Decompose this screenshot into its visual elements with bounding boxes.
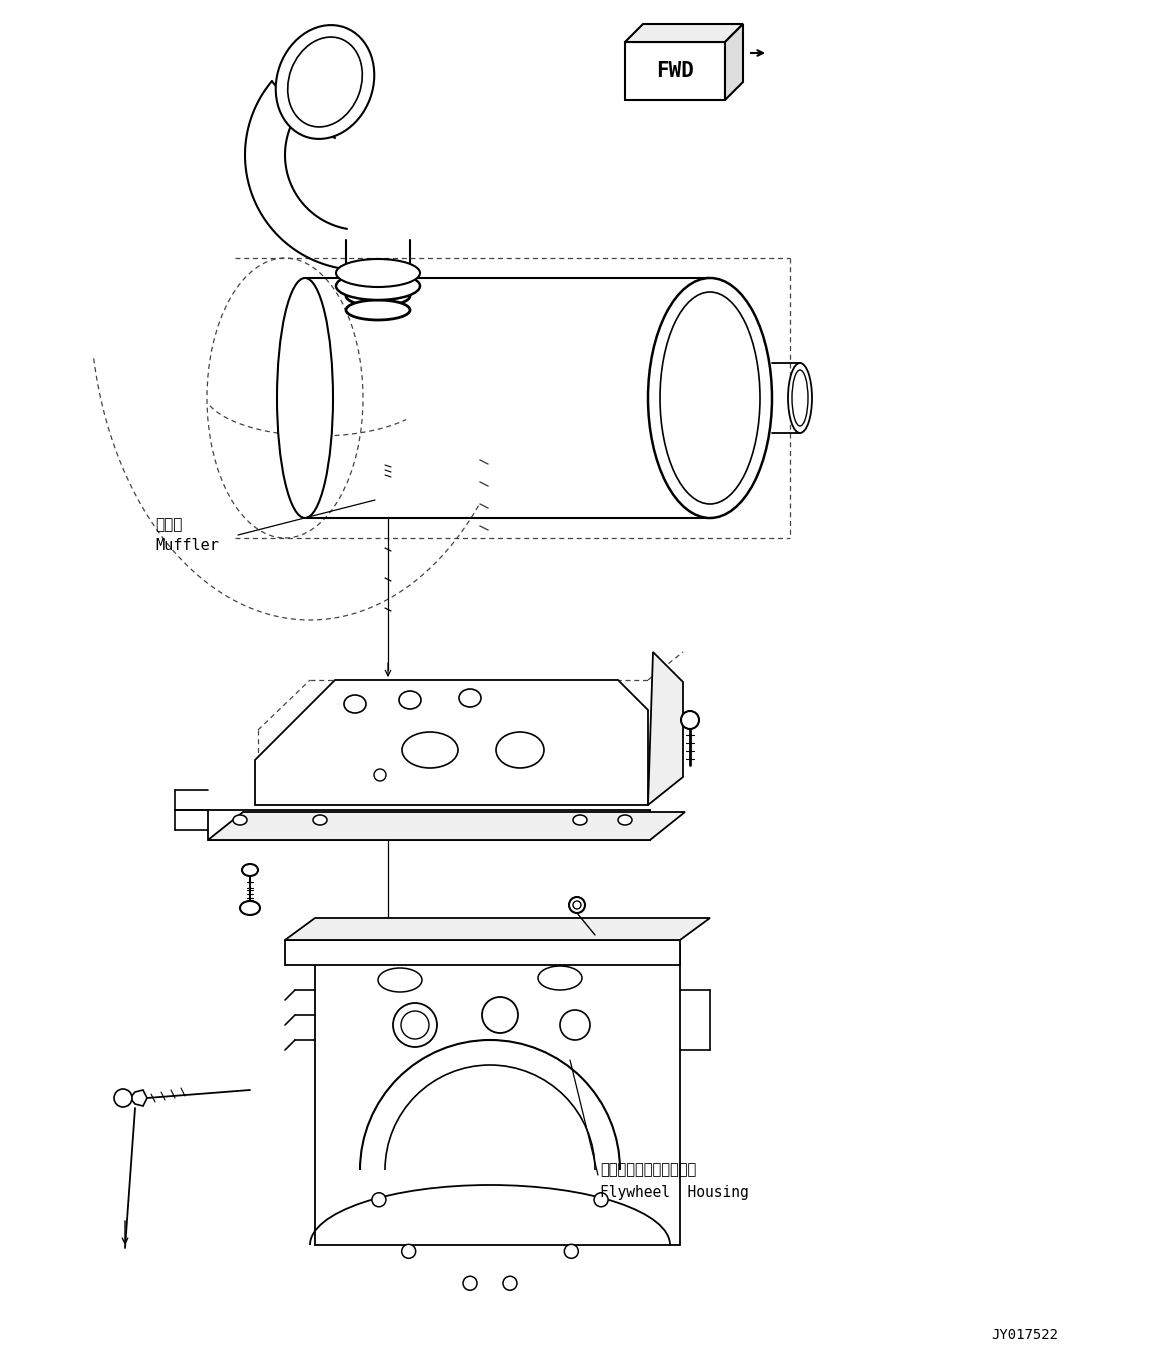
Ellipse shape	[402, 732, 458, 768]
Ellipse shape	[618, 815, 632, 824]
Ellipse shape	[573, 901, 582, 909]
Ellipse shape	[495, 732, 544, 768]
Polygon shape	[315, 945, 680, 1245]
Polygon shape	[305, 278, 709, 517]
Ellipse shape	[277, 278, 333, 517]
Ellipse shape	[569, 897, 585, 913]
Ellipse shape	[481, 996, 518, 1033]
Polygon shape	[255, 680, 648, 805]
Ellipse shape	[287, 37, 363, 127]
Polygon shape	[725, 25, 743, 100]
Ellipse shape	[659, 292, 759, 504]
Ellipse shape	[594, 1193, 608, 1207]
Ellipse shape	[313, 815, 327, 824]
Ellipse shape	[374, 768, 386, 781]
Ellipse shape	[564, 1245, 578, 1259]
Ellipse shape	[789, 363, 812, 433]
Ellipse shape	[344, 695, 366, 713]
Ellipse shape	[242, 864, 258, 876]
Polygon shape	[625, 42, 725, 100]
Text: Muffler: Muffler	[155, 538, 219, 553]
Polygon shape	[625, 25, 743, 42]
Text: フライホイルハウジング: フライホイルハウジング	[600, 1163, 697, 1178]
Ellipse shape	[399, 691, 421, 708]
Ellipse shape	[401, 1011, 429, 1039]
Ellipse shape	[393, 1003, 437, 1047]
Ellipse shape	[336, 272, 420, 300]
Polygon shape	[285, 919, 709, 940]
Ellipse shape	[276, 25, 374, 139]
Ellipse shape	[561, 1010, 590, 1040]
Ellipse shape	[502, 1276, 518, 1290]
Polygon shape	[648, 652, 683, 805]
Ellipse shape	[233, 815, 247, 824]
Ellipse shape	[459, 689, 481, 707]
Ellipse shape	[463, 1276, 477, 1290]
Polygon shape	[208, 809, 650, 839]
Polygon shape	[130, 1091, 147, 1106]
Ellipse shape	[401, 1245, 415, 1259]
Ellipse shape	[372, 1193, 386, 1207]
Ellipse shape	[682, 711, 699, 729]
Ellipse shape	[573, 815, 587, 824]
Text: マフラ: マフラ	[155, 517, 183, 532]
Ellipse shape	[347, 287, 411, 306]
Ellipse shape	[336, 259, 420, 287]
Ellipse shape	[538, 966, 582, 990]
Ellipse shape	[347, 300, 411, 319]
Ellipse shape	[240, 901, 261, 915]
Polygon shape	[208, 812, 685, 839]
Text: FWD: FWD	[656, 61, 694, 81]
Polygon shape	[285, 940, 680, 965]
Ellipse shape	[648, 278, 772, 517]
Ellipse shape	[378, 968, 422, 992]
Text: JY017522: JY017522	[991, 1328, 1058, 1342]
Ellipse shape	[792, 370, 808, 426]
Text: Flywheel  Housing: Flywheel Housing	[600, 1185, 749, 1200]
Ellipse shape	[114, 1089, 131, 1107]
